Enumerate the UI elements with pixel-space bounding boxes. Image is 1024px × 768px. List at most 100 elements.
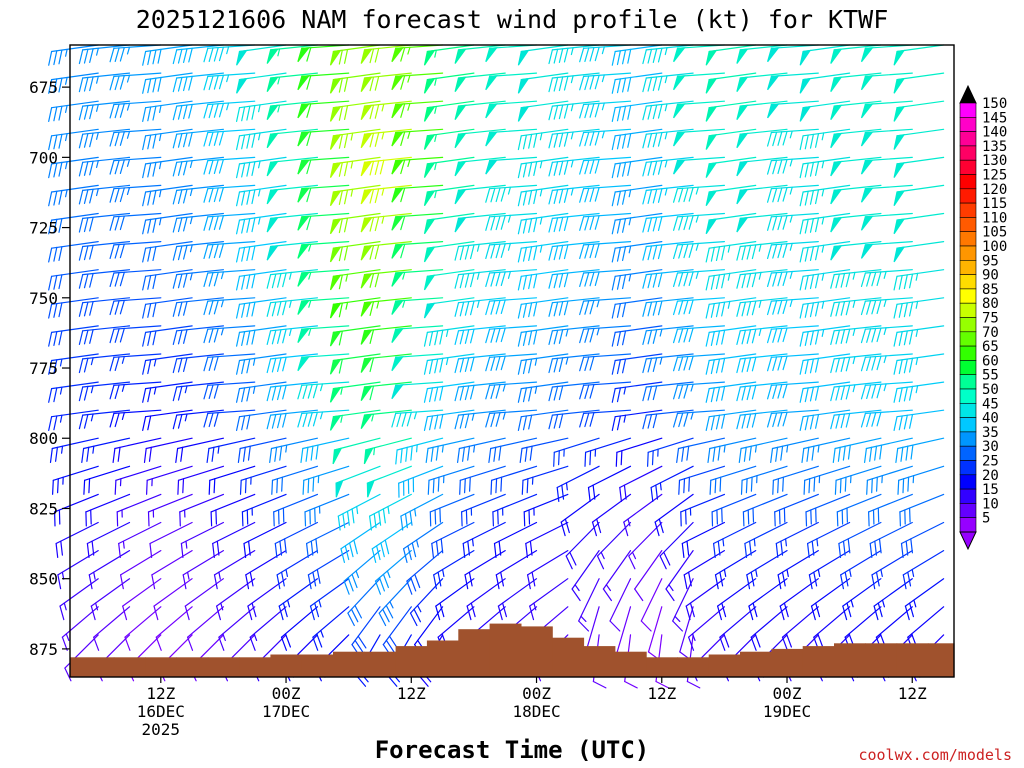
wind-barb bbox=[236, 381, 287, 403]
wind-barb bbox=[454, 409, 506, 430]
wind-barb bbox=[579, 72, 632, 91]
wind-barb bbox=[212, 521, 256, 559]
wind-barb bbox=[332, 437, 381, 465]
wind-barb bbox=[90, 578, 131, 621]
wind-barb bbox=[490, 465, 538, 495]
wind-barb bbox=[329, 353, 381, 375]
wind-barb bbox=[579, 325, 632, 344]
wind-barb bbox=[297, 100, 350, 119]
wind-barb bbox=[273, 493, 318, 527]
wind-barb bbox=[48, 353, 99, 375]
wind-barb bbox=[203, 269, 256, 287]
wind-barb bbox=[48, 156, 99, 179]
wind-barb bbox=[429, 493, 475, 527]
wind-barb bbox=[517, 325, 569, 347]
wind-barb bbox=[300, 437, 350, 463]
wind-barb bbox=[177, 465, 224, 495]
wind-barb bbox=[830, 128, 882, 149]
wind-barb bbox=[347, 578, 381, 627]
wind-barb bbox=[485, 72, 538, 91]
wind-barb bbox=[579, 353, 632, 372]
wind-barb bbox=[736, 156, 788, 177]
colorbar-swatch bbox=[959, 102, 977, 118]
wind-barb bbox=[203, 128, 256, 147]
y-tick-label: 825 bbox=[29, 499, 58, 518]
wind-barb bbox=[236, 156, 287, 179]
colorbar-swatch bbox=[959, 288, 977, 304]
terrain-bar bbox=[333, 651, 365, 677]
wind-barb bbox=[109, 156, 162, 175]
wind-barb bbox=[203, 156, 256, 175]
wind-barb bbox=[744, 521, 788, 559]
wind-barb bbox=[142, 297, 193, 319]
wind-barb bbox=[775, 521, 819, 559]
wind-barb bbox=[93, 606, 131, 651]
wind-barb bbox=[709, 465, 757, 495]
wind-barb bbox=[767, 72, 819, 91]
wind-barb bbox=[642, 241, 694, 261]
wind-barb bbox=[736, 409, 788, 430]
wind-barb bbox=[454, 212, 506, 233]
wind-barb bbox=[340, 521, 381, 564]
wind-barb bbox=[155, 606, 193, 651]
wind-barb bbox=[236, 212, 287, 235]
terrain-bar bbox=[145, 657, 177, 677]
wind-barb bbox=[611, 297, 663, 319]
wind-barb bbox=[297, 156, 350, 175]
wind-barb bbox=[799, 381, 851, 403]
wind-barb bbox=[297, 269, 350, 287]
wind-barb bbox=[830, 44, 882, 64]
wind-barb bbox=[842, 578, 882, 621]
wind-barb bbox=[548, 409, 600, 430]
wind-barb bbox=[309, 578, 350, 621]
wind-barb bbox=[57, 549, 99, 590]
wind-barb bbox=[803, 465, 851, 495]
wind-barb bbox=[391, 72, 444, 91]
wind-barb bbox=[860, 128, 913, 147]
wind-barb bbox=[517, 409, 569, 431]
wind-barb bbox=[142, 269, 193, 291]
wind-barb bbox=[578, 578, 600, 632]
wind-barb bbox=[86, 521, 131, 559]
wind-barb bbox=[548, 100, 600, 121]
wind-barb bbox=[236, 44, 287, 66]
wind-barb bbox=[249, 606, 287, 651]
wind-barb bbox=[611, 100, 663, 123]
colorbar-label: 5 bbox=[982, 511, 990, 527]
wind-barb bbox=[517, 44, 569, 66]
wind-barb bbox=[736, 353, 788, 374]
colorbar-label: 130 bbox=[982, 153, 1007, 169]
wind-barb bbox=[893, 325, 945, 347]
wind-barb bbox=[830, 212, 882, 233]
wind-barb bbox=[466, 578, 506, 621]
wind-barb bbox=[672, 353, 726, 372]
wind-barb bbox=[216, 578, 256, 621]
wind-barb bbox=[454, 269, 506, 289]
wind-barb bbox=[423, 156, 475, 178]
wind-barb bbox=[454, 381, 506, 402]
colorbar-label: 145 bbox=[982, 110, 1007, 126]
wind-barb bbox=[142, 72, 193, 94]
wind-barb bbox=[634, 549, 663, 602]
terrain-bar bbox=[489, 623, 522, 677]
terrain-bar bbox=[520, 626, 553, 677]
colorbar-swatch bbox=[959, 131, 977, 147]
wind-barb bbox=[873, 578, 913, 621]
wind-barb bbox=[736, 297, 788, 317]
wind-barb bbox=[147, 493, 193, 527]
wind-barb bbox=[683, 549, 726, 590]
y-tick-label: 800 bbox=[29, 429, 58, 448]
wind-barb bbox=[203, 100, 256, 119]
wind-barb bbox=[78, 325, 131, 345]
wind-barb bbox=[893, 72, 945, 94]
wind-barb bbox=[548, 325, 600, 345]
terrain-bar bbox=[802, 646, 835, 677]
wind-barb bbox=[525, 521, 569, 559]
wind-barb bbox=[705, 353, 757, 375]
wind-barb bbox=[766, 409, 819, 428]
y-axis: 675 700 725 750 775 800 825 850 875 bbox=[29, 78, 70, 659]
wind-barb bbox=[799, 269, 851, 291]
wind-barb bbox=[329, 156, 381, 178]
wind-barb bbox=[642, 128, 694, 149]
wind-barb bbox=[485, 409, 538, 428]
